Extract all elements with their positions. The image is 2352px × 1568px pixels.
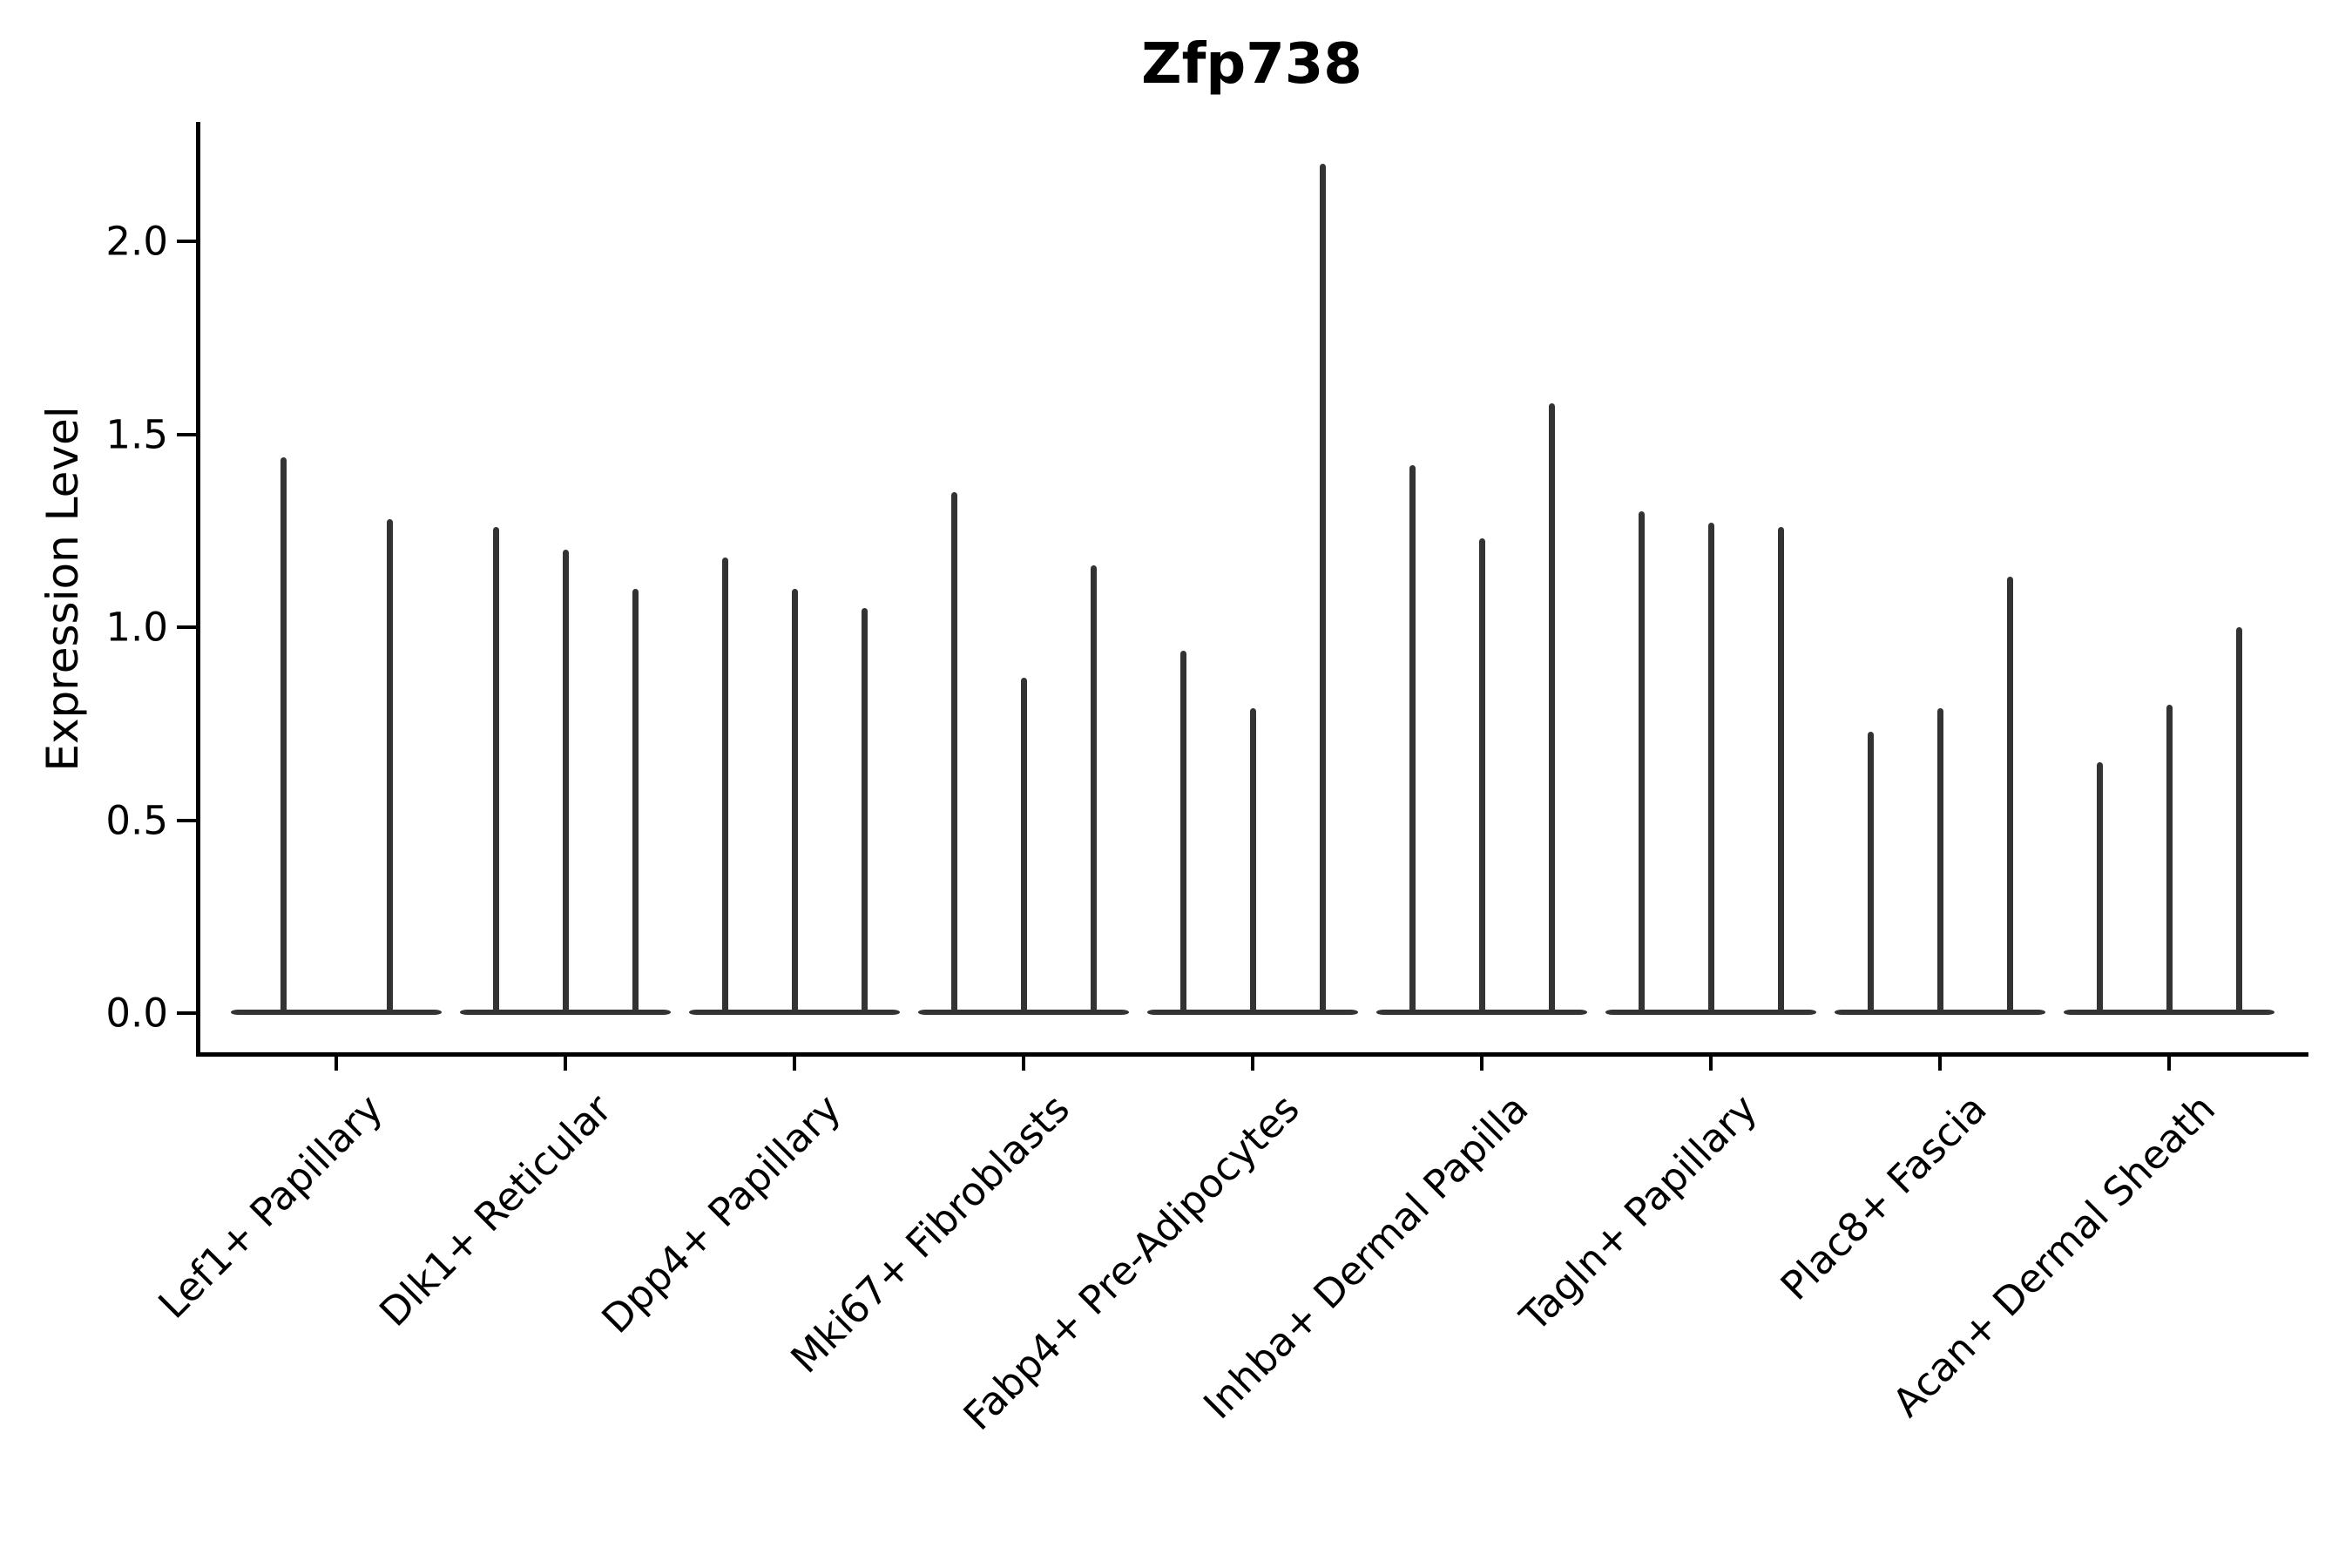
y-tick-mark [177, 432, 196, 436]
violin-spike [1638, 511, 1645, 1015]
violin-spike [1020, 677, 1027, 1015]
x-tick-mark [1251, 1057, 1254, 1071]
violin-spike [950, 491, 957, 1015]
chart-title: Zfp738 [1141, 32, 1362, 97]
x-tick-mark [793, 1057, 796, 1071]
violin-spike [1409, 464, 1416, 1015]
violin-spike [791, 588, 798, 1015]
x-tick-label-3: Dpp4+ Papillary [592, 1085, 850, 1342]
x-tick-mark [2167, 1057, 2171, 1071]
y-tick-label: 2.0 [105, 218, 168, 265]
violin-spike [1249, 708, 1256, 1015]
x-tick-label-2: Dlk1+ Reticular [370, 1085, 621, 1335]
violin-spike [2096, 762, 2103, 1015]
violin-spike [1478, 538, 1485, 1015]
y-tick-mark [177, 1011, 196, 1015]
violin-spike [280, 457, 287, 1015]
violin-baseline [231, 1010, 442, 1015]
x-tick-label-8: Plac8+ Fascia [1771, 1085, 1996, 1309]
violin-spike [492, 526, 499, 1015]
violin-spike [1319, 164, 1326, 1015]
x-tick-label-1: Lef1+ Papillary [149, 1085, 392, 1328]
violin-spike [1548, 403, 1555, 1015]
violin-spike [2006, 577, 2013, 1015]
y-tick-label: 0.0 [105, 990, 168, 1037]
y-tick-mark [177, 625, 196, 629]
y-axis-spine [195, 122, 200, 1057]
y-tick-mark [177, 818, 196, 822]
y-tick-mark [177, 240, 196, 243]
y-tick-label: 1.5 [105, 411, 168, 457]
violin-spike [1179, 650, 1186, 1015]
y-axis-label: Expression Level [37, 406, 88, 772]
x-tick-mark [1480, 1057, 1484, 1071]
x-axis-line [195, 1052, 2308, 1057]
violin-spike [2235, 627, 2242, 1015]
x-tick-mark [1022, 1057, 1025, 1071]
y-tick-label: 0.5 [105, 797, 168, 843]
violin-spike [1090, 565, 1097, 1015]
x-tick-mark [1709, 1057, 1713, 1071]
violin-spike [1936, 708, 1943, 1015]
violin-spike [1707, 523, 1714, 1015]
violin-spike [861, 607, 868, 1015]
x-tick-mark [335, 1057, 338, 1071]
violin-spike [386, 518, 393, 1015]
x-tick-label-7: Tagln+ Papillary [1511, 1085, 1767, 1341]
violin-spike [721, 558, 728, 1015]
x-tick-mark [1938, 1057, 1942, 1071]
violin-spike [1777, 526, 1784, 1015]
violin-spike [1867, 731, 1874, 1015]
y-tick-label: 1.0 [105, 604, 168, 651]
violin-spike [562, 550, 569, 1015]
violin-spike [632, 588, 639, 1015]
violin-spike [2166, 704, 2173, 1015]
x-tick-mark [564, 1057, 567, 1071]
